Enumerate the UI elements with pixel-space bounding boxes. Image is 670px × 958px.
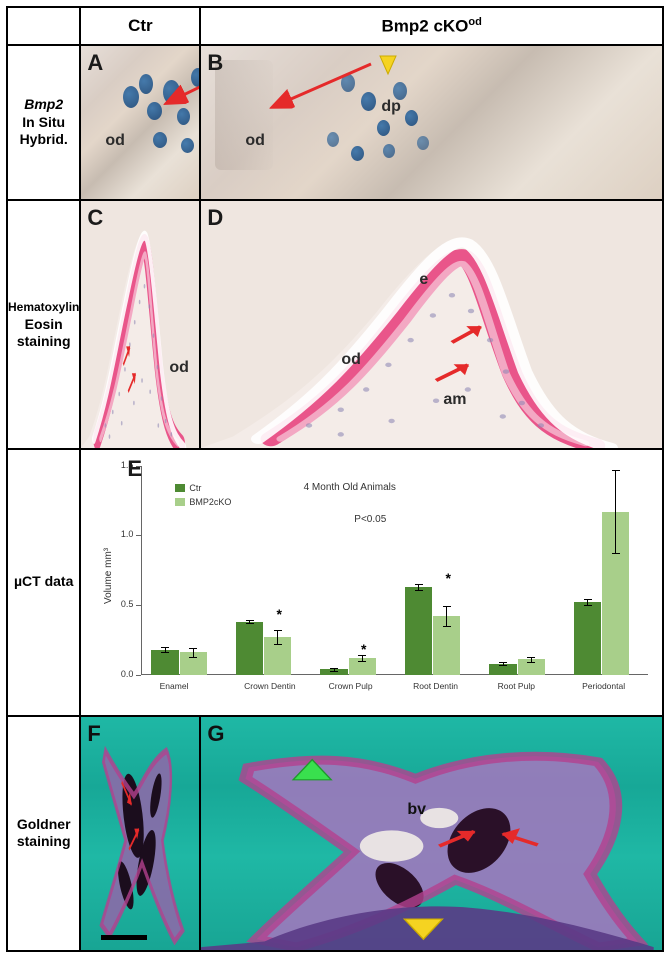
ytick-label: 1.0 bbox=[111, 529, 133, 539]
ytick-label: 0.0 bbox=[111, 669, 133, 679]
panel-label-C: C bbox=[87, 205, 103, 231]
col-head-ko-sup: od bbox=[468, 16, 481, 28]
scalebar-F bbox=[101, 935, 147, 940]
panel-label-G: G bbox=[207, 721, 224, 747]
he-cusp-C bbox=[81, 201, 199, 448]
row-label-ct-l1: µCT data bbox=[14, 573, 73, 589]
inlabel-od: od bbox=[105, 132, 125, 150]
row-label-insitu-l3: Hybrid. bbox=[20, 131, 68, 147]
xtick-label: Enamel bbox=[160, 681, 189, 691]
chart-pvalue: P<0.05 bbox=[354, 514, 386, 525]
panel-D-cell: D bbox=[200, 200, 663, 449]
he-label-od-D: od bbox=[341, 351, 361, 369]
row-label-insitu-l1: Bmp2 bbox=[24, 96, 63, 112]
he-cusp-D bbox=[201, 201, 662, 448]
chart-bar bbox=[574, 602, 601, 674]
row-label-he-l3: staining bbox=[17, 333, 71, 349]
panel-C-cell: C bbox=[80, 200, 200, 449]
panel-F-cell: F bbox=[80, 716, 200, 951]
panel-B: B od bbox=[201, 46, 662, 199]
panel-label-B: B bbox=[207, 50, 223, 76]
xtick-label: Crown Dentin bbox=[244, 681, 296, 691]
goldner-F-svg bbox=[81, 717, 199, 950]
col-head-ko: Bmp2 cKOod bbox=[200, 7, 663, 45]
row-label-he: Hematoxylin Eosin staining bbox=[7, 200, 80, 449]
legend-text: BMP2cKO bbox=[189, 497, 231, 507]
panel-B-cell: B od bbox=[200, 45, 663, 200]
row-label-insitu: Bmp2 In Situ Hybrid. bbox=[7, 45, 80, 200]
col-head-ko-prefix: Bmp2 cKO bbox=[382, 16, 469, 35]
row-label-goldner-l1: Goldner bbox=[17, 816, 71, 832]
panel-G: G bbox=[201, 717, 662, 950]
xtick-label: Root Pulp bbox=[498, 681, 535, 691]
ytick-label: 0.5 bbox=[111, 599, 133, 609]
significance-star: * bbox=[446, 570, 451, 586]
red-arrow-icon bbox=[151, 54, 199, 114]
panel-G-cell: G bbox=[200, 716, 663, 951]
he-label-e-D: e bbox=[419, 271, 428, 289]
panel-label-E: E bbox=[127, 456, 142, 482]
panel-D: D bbox=[201, 201, 662, 448]
panel-A-cell: A bbox=[80, 45, 200, 200]
col-head-ctr: Ctr bbox=[80, 7, 200, 45]
row-label-goldner-l2: staining bbox=[17, 833, 71, 849]
panel-label-D: D bbox=[207, 205, 223, 231]
panel-C: C bbox=[81, 201, 199, 448]
panel-label-F: F bbox=[87, 721, 100, 747]
col-head-ctr-text: Ctr bbox=[128, 16, 153, 35]
panel-label-A: A bbox=[87, 50, 103, 76]
row-label-insitu-l2: In Situ bbox=[22, 114, 65, 130]
yellow-arrowhead-icon bbox=[377, 54, 399, 76]
inlabel-dp-B: dp bbox=[381, 98, 401, 116]
chart-bar bbox=[405, 587, 432, 675]
figure-grid: Ctr Bmp2 cKOod Bmp2 In Situ Hybrid. A bbox=[6, 6, 664, 952]
he-label-am-D: am bbox=[443, 391, 466, 409]
inlabel-od-B: od bbox=[245, 132, 265, 150]
red-arrow-icon bbox=[261, 56, 381, 116]
panel-E-cell: E 0.00.51.01.5Volume mm³EnamelCrown Dent… bbox=[80, 449, 663, 716]
chart-title: 4 Month Old Animals bbox=[304, 482, 396, 493]
he-label-od-C: od bbox=[169, 359, 189, 377]
legend-swatch bbox=[175, 484, 185, 492]
significance-star: * bbox=[361, 641, 366, 657]
legend-text: Ctr bbox=[189, 483, 201, 493]
bar-chart: 0.00.51.01.5Volume mm³EnamelCrown Dentin… bbox=[81, 450, 662, 715]
corner-cell bbox=[7, 7, 80, 45]
significance-star: * bbox=[277, 606, 282, 622]
goldner-G-svg bbox=[201, 717, 662, 950]
xtick-label: Root Dentin bbox=[413, 681, 458, 691]
chart-bar bbox=[236, 622, 263, 675]
row-label-he-l2: Eosin bbox=[25, 316, 63, 332]
xtick-label: Crown Pulp bbox=[329, 681, 373, 691]
panel-F: F bbox=[81, 717, 199, 950]
row-label-ct: µCT data bbox=[7, 449, 80, 716]
legend-swatch bbox=[175, 498, 185, 506]
panel-E: E 0.00.51.01.5Volume mm³EnamelCrown Dent… bbox=[81, 450, 662, 715]
row-label-he-l1: Hematoxylin bbox=[8, 300, 79, 314]
gold-label-bv-G: bv bbox=[407, 801, 426, 819]
row-label-goldner: Goldner staining bbox=[7, 716, 80, 951]
xtick-label: Periodontal bbox=[582, 681, 625, 691]
chart-ylabel: Volume mm³ bbox=[103, 548, 114, 604]
panel-A: A bbox=[81, 46, 199, 199]
